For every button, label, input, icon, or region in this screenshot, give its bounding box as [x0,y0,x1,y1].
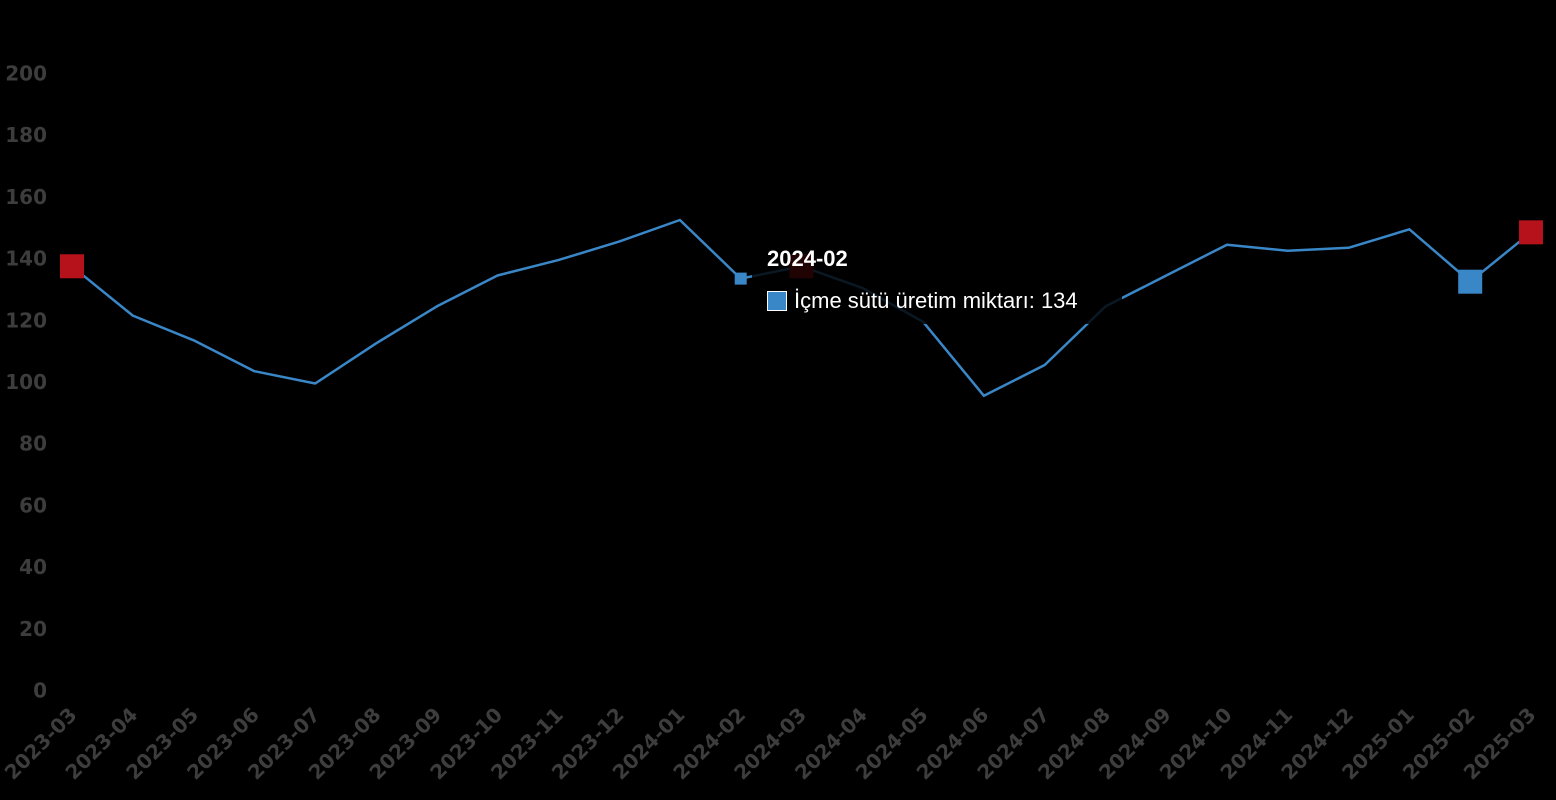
series-layer [71,218,1532,398]
y-tick-label: 140 [5,247,47,271]
y-tick-label: 60 [19,493,47,517]
y-tick-label: 0 [33,679,47,703]
y-tick-label: 180 [5,123,47,147]
y-tick-label: 80 [19,432,47,456]
y-tick-label: 100 [5,370,47,394]
series-line[interactable] [71,218,1532,398]
highlight-point-marker[interactable] [1519,220,1543,245]
highlight-point-marker[interactable] [60,254,84,279]
y-tick-label: 200 [5,62,47,86]
y-tick-label: 20 [19,617,47,641]
y-tick-label: 40 [19,555,47,579]
y-tick-label: 120 [5,308,47,332]
highlight-point-marker[interactable] [789,254,814,279]
y-tick-label: 160 [5,185,47,209]
hover-point-marker[interactable] [734,272,747,285]
x-axis-ticks: 2023-032023-042023-052023-062023-072023-… [0,703,1541,785]
markers-layer [60,220,1543,294]
highlight-point-marker[interactable] [1458,269,1483,294]
y-axis-ticks: 0 20 40 60 80 100 120 140 160 180 200 [5,62,47,703]
